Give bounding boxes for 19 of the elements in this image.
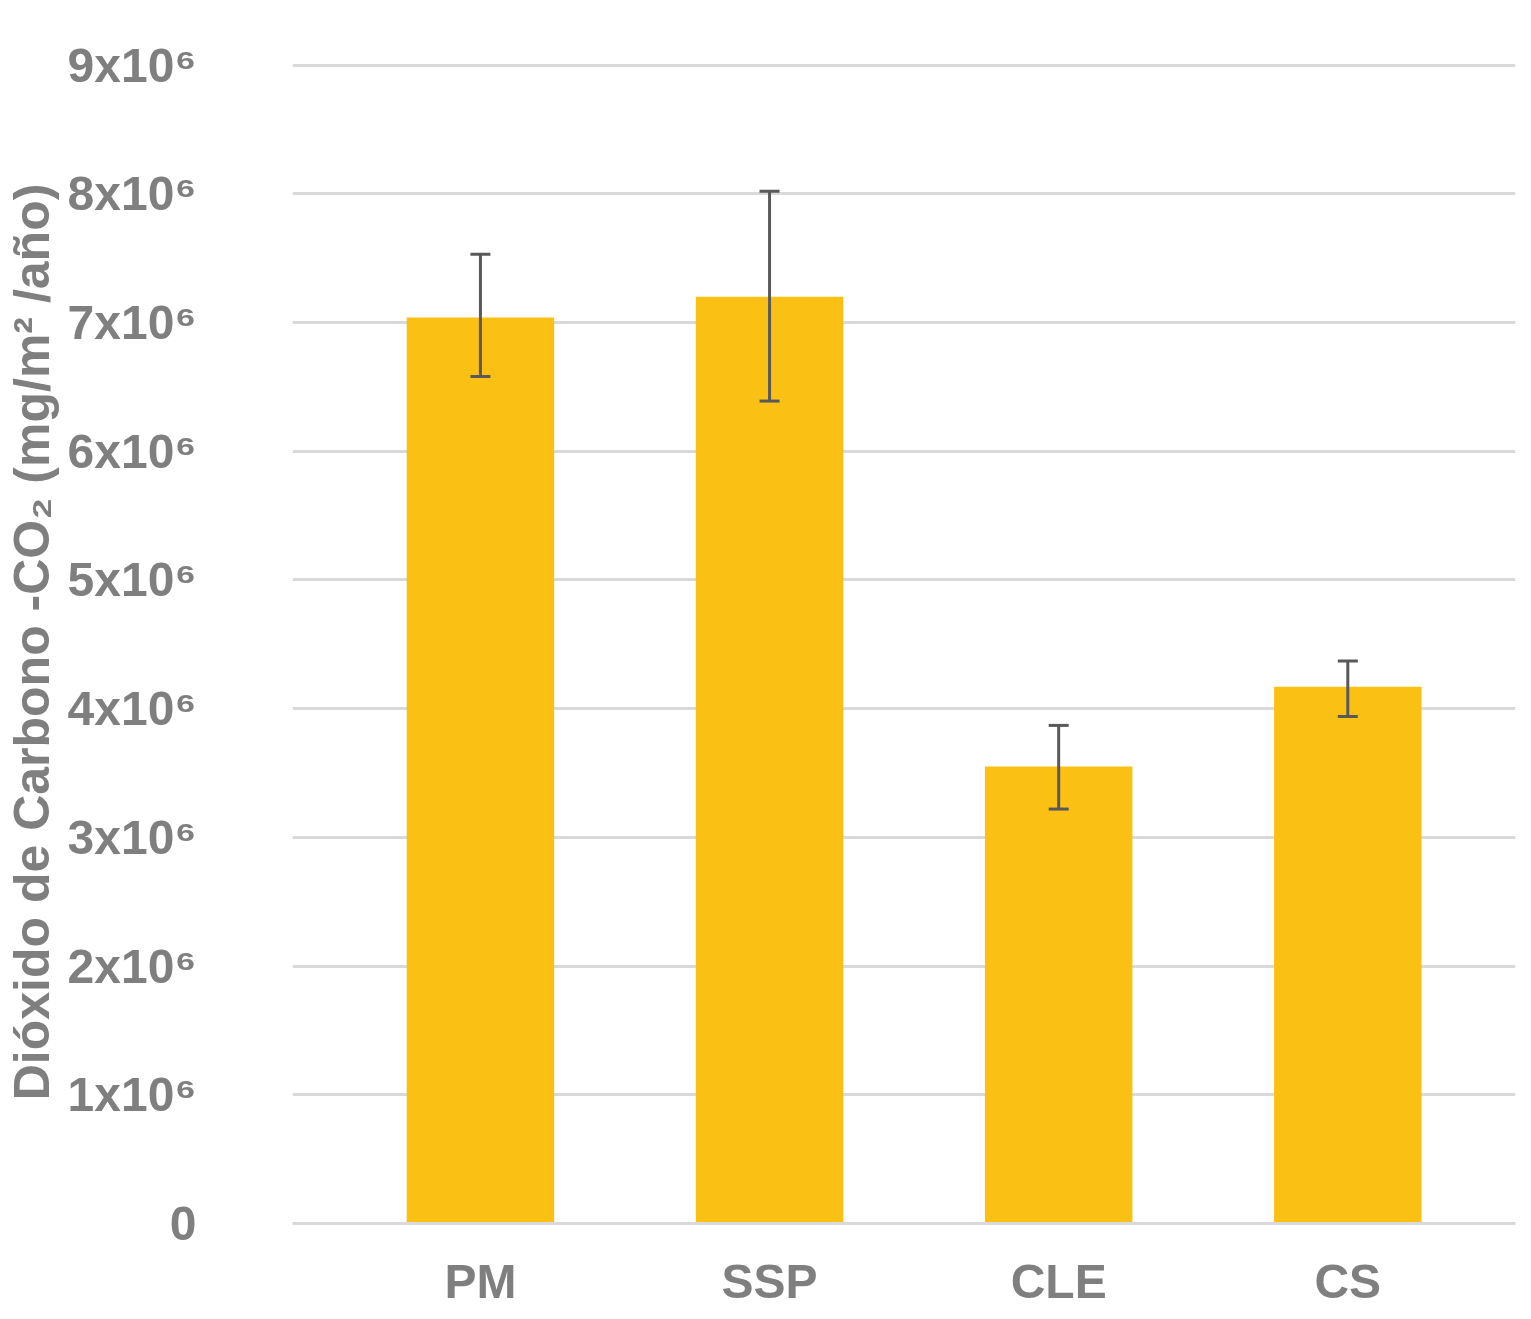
- y-tick-label: 4x10⁶: [67, 682, 197, 736]
- bar: [406, 317, 555, 1224]
- x-tick-label: CLE: [1010, 1254, 1107, 1308]
- y-tick-label: 7x10⁶: [67, 296, 197, 350]
- bar: [1274, 686, 1422, 1224]
- x-tick-label: PM: [444, 1254, 517, 1308]
- x-tick-label: CS: [1314, 1254, 1382, 1308]
- y-tick-label: 8x10⁶: [67, 167, 197, 221]
- y-tick-label: 3x10⁶: [67, 810, 197, 864]
- y-tick-label: 9x10⁶: [67, 38, 197, 92]
- y-tick-label: 5x10⁶: [67, 553, 197, 607]
- y-tick-label: 0: [169, 1197, 197, 1250]
- x-tick-label: SSP: [721, 1254, 818, 1308]
- y-tick-label: 6x10⁶: [67, 424, 197, 478]
- y-tick-label: 2x10⁶: [67, 939, 197, 993]
- bar: [695, 296, 844, 1224]
- bar: [984, 766, 1133, 1224]
- y-axis-title: Dióxido de Carbono -CO₂ (mg/m² /año): [3, 183, 60, 1101]
- y-tick-label: 1x10⁶: [67, 1068, 197, 1122]
